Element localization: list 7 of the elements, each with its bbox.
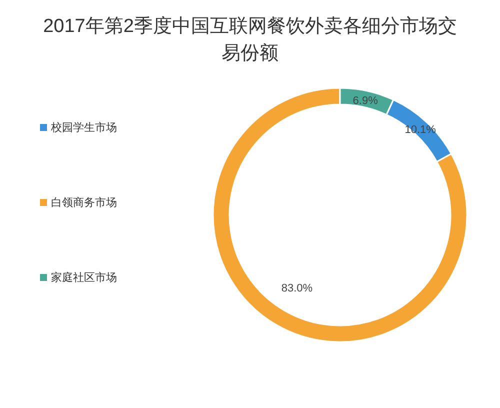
legend-label: 校园学生市场 <box>50 121 117 134</box>
chart-title: 2017年第2季度中国互联网餐饮外卖各细分市场交易份额 <box>43 15 457 64</box>
legend-label: 家庭社区市场 <box>51 271 117 284</box>
donut-slice <box>212 87 468 343</box>
legend-label: 白领商务市场 <box>51 196 117 209</box>
data-label: 83.0% <box>281 282 313 295</box>
data-label: 6.9% <box>352 95 378 108</box>
